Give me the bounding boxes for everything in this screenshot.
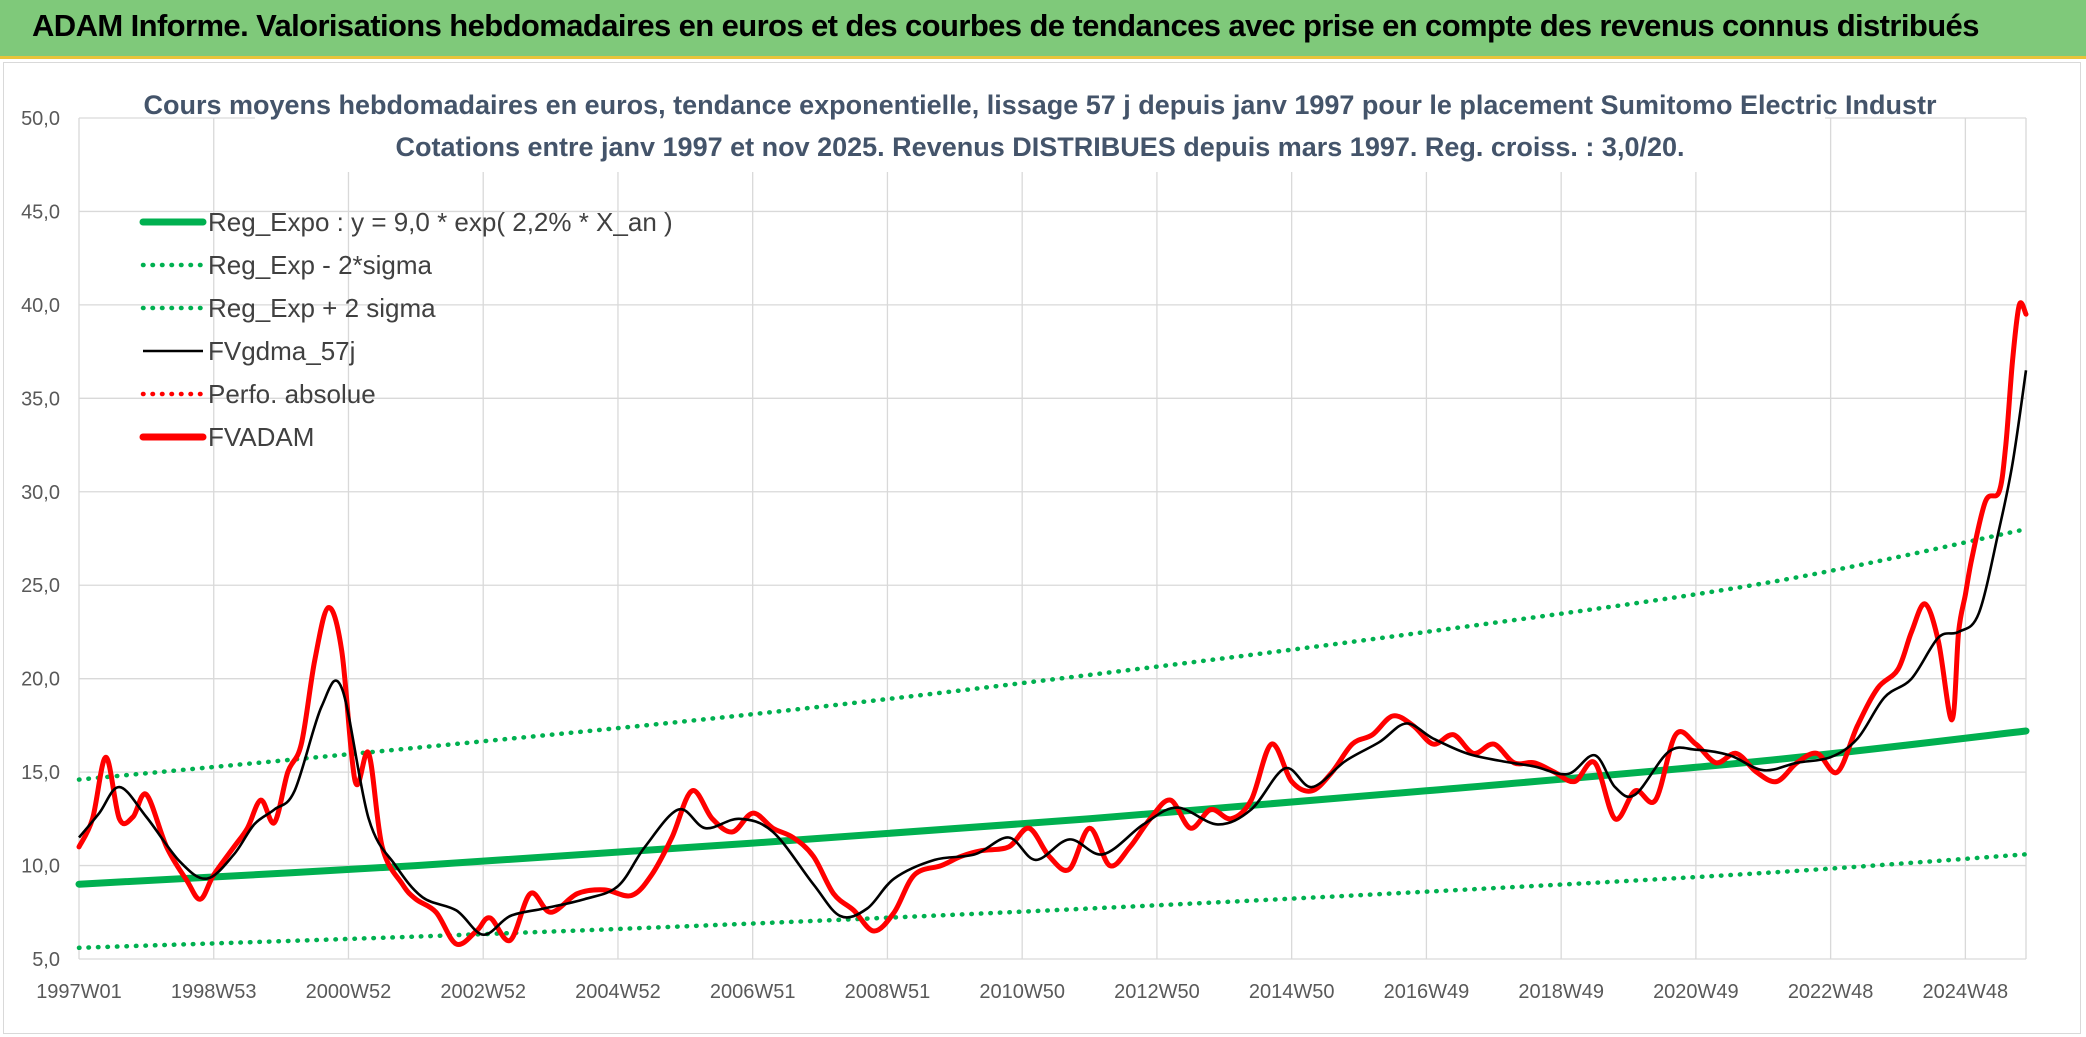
x-tick-label: 2024W48 xyxy=(1923,981,2009,1003)
x-tick-label: 1998W53 xyxy=(171,981,257,1003)
x-tick-label: 2000W52 xyxy=(306,981,392,1003)
legend-label: FVADAM xyxy=(208,422,314,452)
legend-label: Perfo. absolue xyxy=(208,379,376,409)
x-tick-label: 2008W51 xyxy=(845,981,931,1003)
y-tick-label: 5,0 xyxy=(32,949,60,971)
chart-frame xyxy=(3,62,2081,1034)
x-tick-label: 2006W51 xyxy=(710,981,796,1003)
legend-label: Reg_Exp - 2*sigma xyxy=(208,250,433,280)
series-fvgdma-57j-line xyxy=(78,370,2028,936)
series-reg-expo-y-9-0-exp-2-2-x-an-line xyxy=(75,727,2030,888)
x-tick-label: 2014W50 xyxy=(1249,981,1335,1003)
y-tick-label: 30,0 xyxy=(21,482,60,504)
y-tick-label: 35,0 xyxy=(21,388,60,410)
header-banner: ADAM Informe. Valorisations hebdomadaire… xyxy=(0,0,2086,59)
legend-label: Reg_Exp + 2 sigma xyxy=(208,293,436,323)
x-tick-label: 2020W49 xyxy=(1653,981,1739,1003)
legend-label: FVgdma_57j xyxy=(208,336,355,366)
y-tick-label: 20,0 xyxy=(21,669,60,691)
x-tick-label: 2012W50 xyxy=(1114,981,1200,1003)
y-tick-label: 50,0 xyxy=(21,108,60,130)
y-tick-label: 40,0 xyxy=(21,295,60,317)
series-layer xyxy=(75,300,2030,951)
gridlines xyxy=(78,117,2027,960)
axis-ticks: 5,0 10,0 15,0 20,0 25,0 30,0 35,0 40,0 45,0 50,0 1… xyxy=(21,108,2008,1003)
series-fvadam-line xyxy=(76,300,2029,947)
title-background xyxy=(255,92,1825,172)
chart-subtitle: Cotations entre janv 1997 et nov 2025. R… xyxy=(395,132,1684,162)
x-tick-label: 2016W49 xyxy=(1384,981,1470,1003)
page-title: ADAM Informe. Valorisations hebdomadaire… xyxy=(32,8,1979,43)
y-tick-label: 45,0 xyxy=(21,201,60,223)
y-tick-label: 15,0 xyxy=(21,762,60,784)
chart-title: Cours moyens hebdomadaires en euros, ten… xyxy=(143,90,1937,120)
legend-label: Reg_Expo : y = 9,0 * exp( 2,2% * X_an ) xyxy=(208,207,673,237)
x-tick-label: 2004W52 xyxy=(575,981,661,1003)
x-tick-label: 2018W49 xyxy=(1518,981,1604,1003)
x-tick-label: 2002W52 xyxy=(440,981,526,1003)
legend: Reg_Expo : y = 9,0 * exp( 2,2% * X_an ) R… xyxy=(139,207,673,452)
y-tick-label: 10,0 xyxy=(21,856,60,878)
x-tick-label: 2010W50 xyxy=(979,981,1065,1003)
series-reg-exp-2-sigma-line xyxy=(76,526,2029,782)
y-tick-label: 25,0 xyxy=(21,575,60,597)
x-tick-label: 1997W01 xyxy=(36,981,122,1003)
x-tick-label: 2022W48 xyxy=(1788,981,1874,1003)
